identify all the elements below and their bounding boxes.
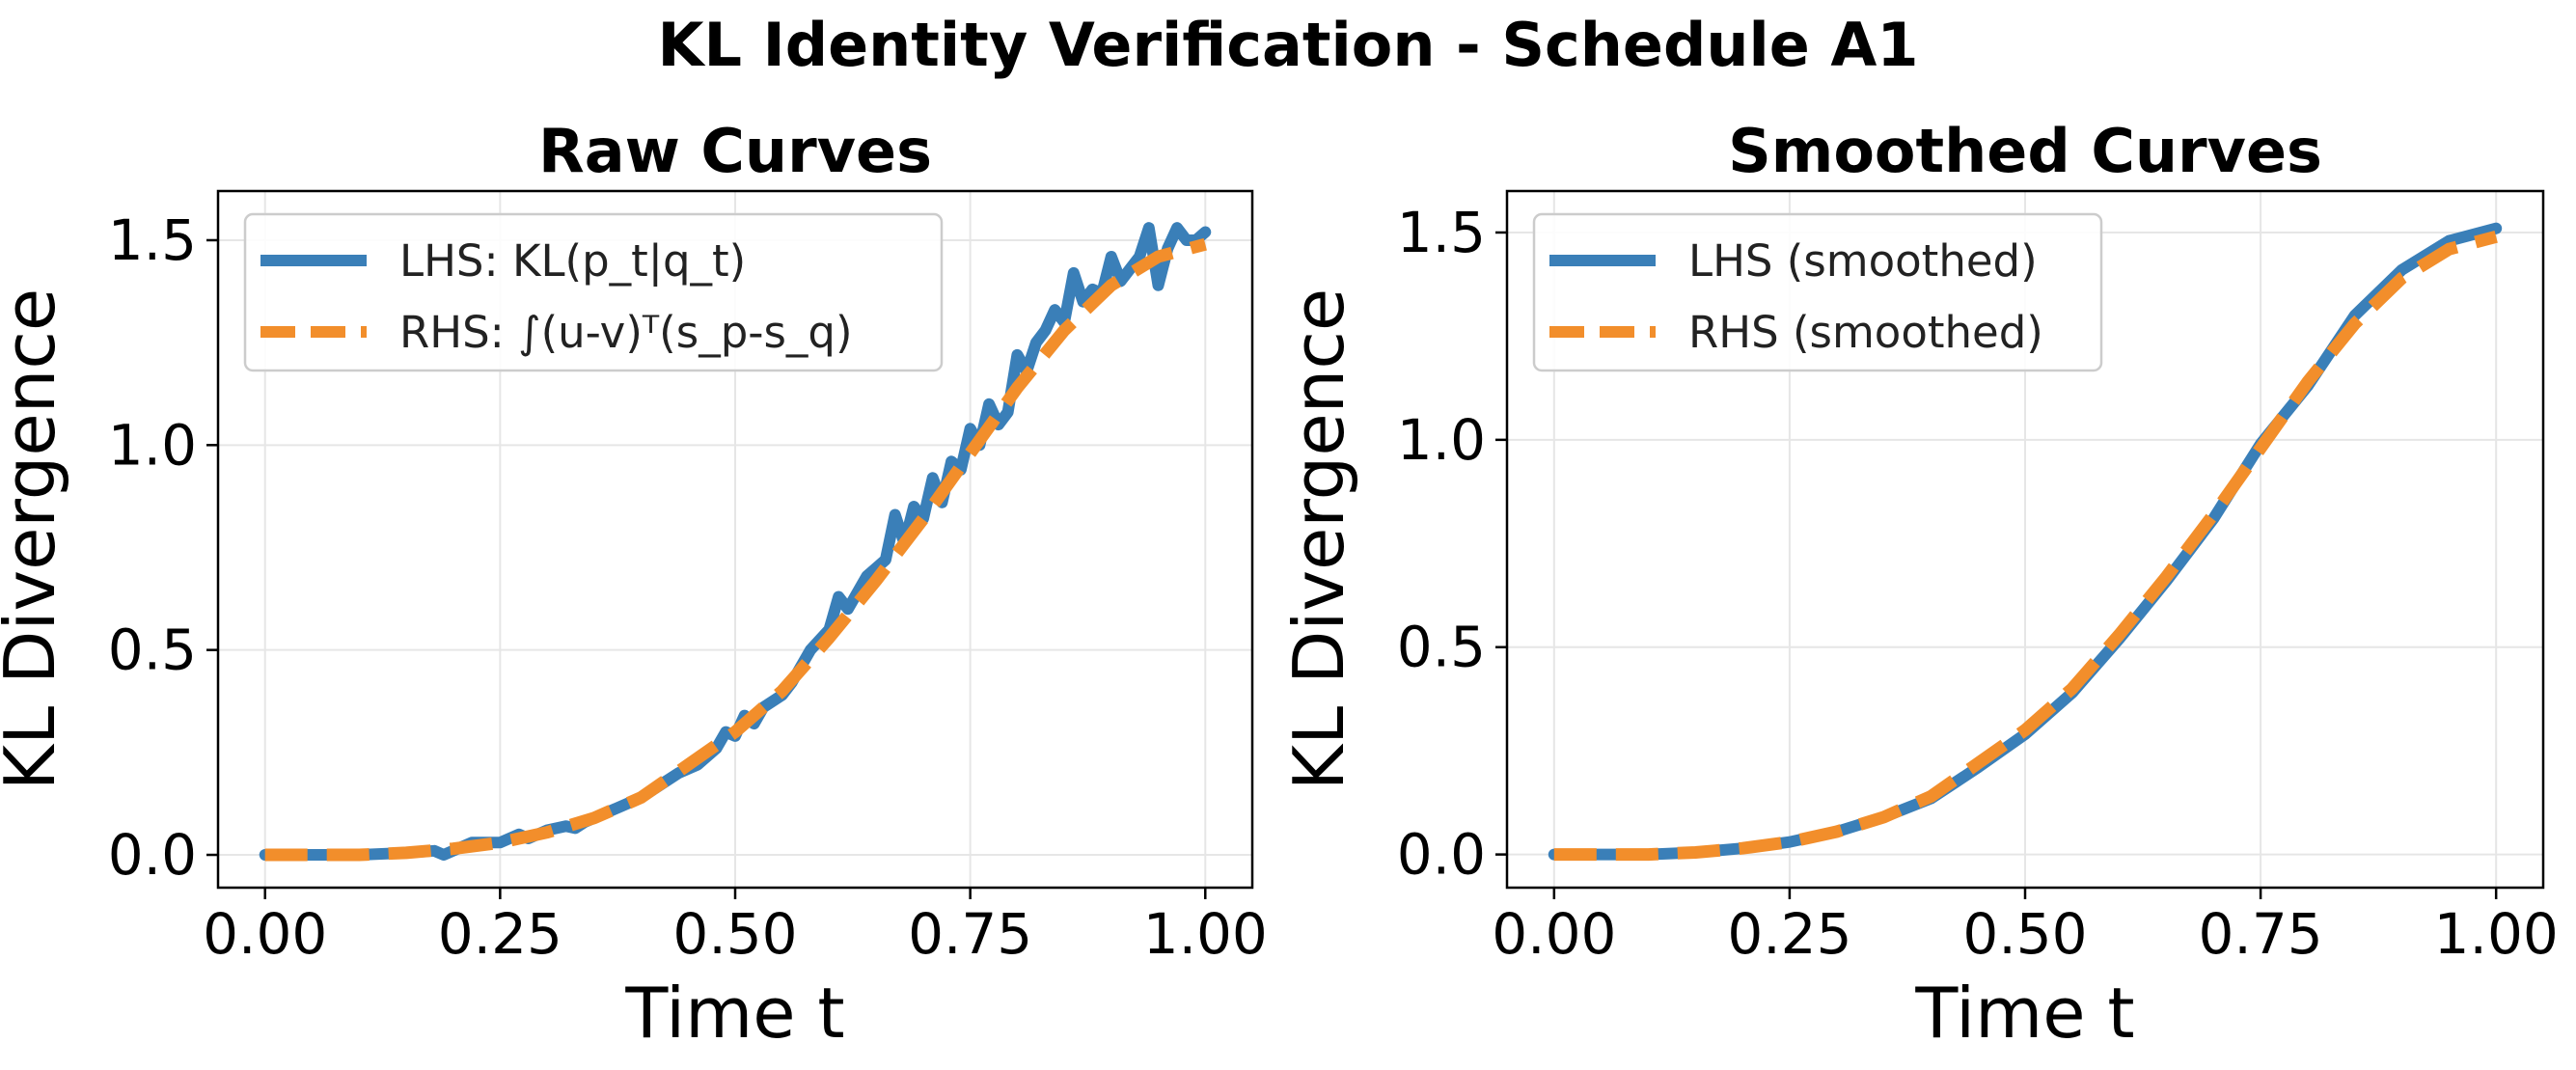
raw-panel-title: Raw Curves [538,116,932,186]
smoothed-y-axis-label: KL Divergence [1278,288,1359,790]
smoothed-y-tick-label: 0.5 [1397,615,1486,680]
raw-y-tick-label: 0.5 [108,617,197,683]
raw-y-tick-label: 1.0 [108,412,197,478]
raw-x-tick-label: 0.75 [908,901,1032,967]
smoothed-x-tick-label: 0.50 [1962,901,2087,967]
raw-x-tick-label: 0.50 [672,901,797,967]
raw-curves-panel: 0.00 0.25 0.50 0.75 1.00 0.0 0.5 1.0 1.5 Raw Curv… [0,116,1268,1054]
smoothed-series-rhs-line [1553,231,2498,862]
raw-x-axis-label: Time t [624,973,844,1054]
raw-series-rhs-line [264,237,1207,862]
smoothed-legend-label-rhs: RHS (smoothed) [1688,307,2043,358]
raw-x-tick-label: 1.00 [1143,901,1268,967]
raw-legend-box [243,212,944,372]
smoothed-curves-panel: 0.00 0.25 0.50 0.75 1.00 0.0 0.5 1.0 1.5 Smoothed… [1278,116,2559,1054]
smoothed-panel-title: Smoothed Curves [1728,116,2322,186]
raw-x-tick-label: 0.25 [438,901,562,967]
smoothed-y-tick-label: 1.5 [1397,200,1486,265]
smoothed-x-axis-label: Time t [1914,973,2134,1054]
smoothed-x-tick-label: 0.00 [1492,901,1616,967]
raw-y-axis-label: KL Divergence [0,288,70,790]
smoothed-y-tick-label: 0.0 [1397,822,1486,888]
figure-title: KL Identity Verification - Schedule A1 [658,10,1919,80]
smoothed-legend-label-lhs: LHS (smoothed) [1688,235,2038,287]
smoothed-x-tick-label: 1.00 [2434,901,2559,967]
smoothed-y-tick-label: 1.0 [1397,407,1486,473]
raw-legend-label-lhs: LHS: KL(p_t|q_t) [399,235,746,287]
smoothed-x-tick-label: 0.75 [2199,901,2323,967]
raw-y-tick-label: 1.5 [108,207,197,273]
raw-y-tick-label: 0.0 [108,822,197,888]
smoothed-legend-box [1532,212,2103,372]
raw-legend-label-rhs: RHS: ∫(u-v)ᵀ(s_p-s_q) [399,307,853,358]
raw-x-tick-label: 0.00 [203,901,327,967]
smoothed-x-tick-label: 0.25 [1727,901,1851,967]
